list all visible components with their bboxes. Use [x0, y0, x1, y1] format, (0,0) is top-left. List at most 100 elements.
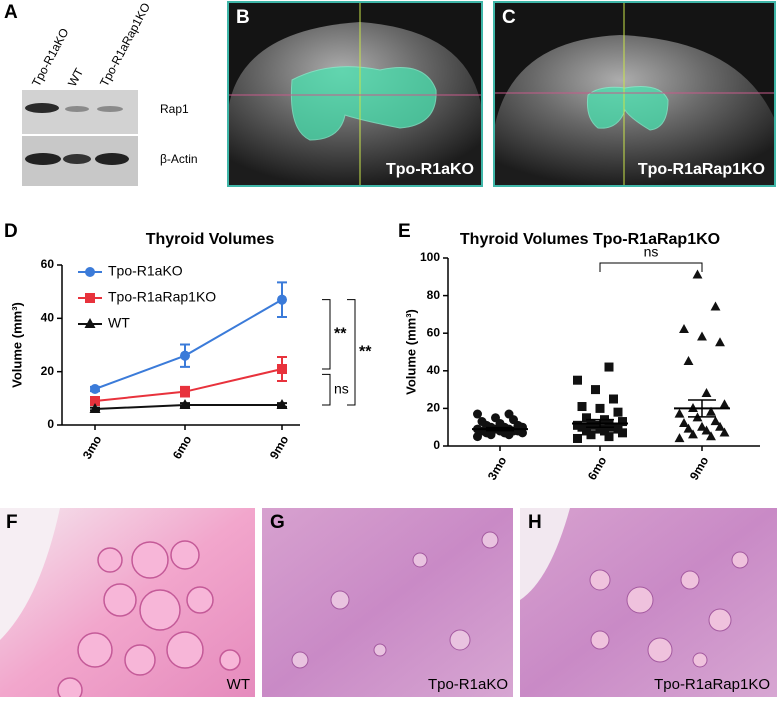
y-tick-label: 80 [427, 288, 441, 302]
image-caption: Tpo-R1aKO [428, 676, 508, 693]
marker [179, 399, 191, 409]
marker [710, 301, 721, 311]
marker [180, 386, 190, 397]
band [63, 154, 91, 164]
marker [692, 269, 703, 279]
legend-label: Tpo-R1aRap1KO [108, 289, 216, 305]
sem-bar [586, 418, 614, 428]
panel-label: A [4, 2, 18, 23]
band [25, 103, 59, 113]
marker [90, 384, 100, 394]
marker [276, 399, 288, 409]
chart-title: Thyroid Volumes Tpo-R1aRap1KO [460, 231, 720, 248]
band [95, 153, 129, 165]
significance-bracket [599, 262, 703, 272]
marker [277, 364, 287, 374]
histology-tissue [0, 508, 60, 640]
y-tick-label: 20 [41, 364, 55, 378]
marker [504, 409, 514, 419]
histology-tissue [520, 508, 570, 600]
marker [89, 403, 101, 413]
y-tick-label: 0 [47, 417, 54, 431]
frame [493, 1, 776, 187]
x-tick-label: 6mo [585, 454, 609, 482]
y-tick-label: 100 [420, 250, 440, 264]
band-label: β-Actin [160, 152, 198, 166]
y-axis-label: Volume (mm³) [9, 302, 24, 388]
panel-label: D [4, 221, 18, 242]
panel-label: B [236, 7, 250, 28]
marker [683, 423, 694, 433]
x-tick-label: 6mo [170, 433, 194, 461]
x-tick-label: 3mo [80, 433, 104, 461]
thyroid-mesh [290, 66, 437, 141]
panel-label: E [398, 221, 411, 242]
panel-label: C [502, 7, 516, 28]
chart-title: Thyroid Volumes [146, 231, 275, 248]
lane-label: WT [65, 65, 86, 89]
y-tick-label: 60 [427, 325, 441, 339]
band-label: Rap1 [160, 102, 189, 116]
marker [473, 409, 482, 419]
marker [674, 408, 685, 418]
marker [85, 267, 95, 277]
marker [573, 375, 582, 385]
y-axis-label: Volume (mm³) [403, 309, 418, 395]
y-tick-label: 60 [41, 257, 55, 271]
marker [477, 417, 487, 427]
sem-bar [688, 399, 716, 418]
y-tick-label: 40 [427, 363, 441, 377]
marker [591, 385, 600, 395]
image-caption: WT [227, 676, 250, 693]
thyroid-mesh [587, 86, 669, 131]
y-tick-label: 40 [41, 311, 55, 325]
marker [180, 350, 190, 361]
marker [573, 433, 582, 443]
band [65, 106, 89, 112]
image-caption: Tpo-R1aRap1KO [654, 676, 770, 693]
marker [613, 407, 623, 417]
legend-label: Tpo-R1aKO [108, 263, 183, 279]
marker [674, 433, 685, 443]
panel-label: H [528, 512, 542, 533]
marker [84, 318, 96, 328]
marker [604, 362, 614, 372]
sem-bar [486, 426, 514, 432]
marker [609, 394, 618, 404]
legend-label: WT [108, 315, 130, 331]
significance-bracket [322, 373, 331, 406]
marker [688, 429, 698, 439]
marker [582, 413, 591, 423]
marker [683, 356, 694, 365]
image-caption: Tpo-R1aKO [386, 161, 474, 178]
marker [577, 402, 587, 412]
y-tick-label: 20 [427, 401, 441, 415]
marker [618, 417, 627, 427]
x-tick-label: 3mo [485, 454, 509, 482]
lane-label: Tpo-R1aKO [29, 26, 71, 89]
follicles [57, 540, 241, 702]
marker [719, 399, 730, 409]
marker [277, 294, 287, 305]
histology-image [262, 508, 513, 697]
panel-label: G [270, 512, 285, 533]
marker [679, 324, 689, 334]
annotation: ** [334, 326, 347, 343]
panel-label: F [6, 512, 18, 533]
x-tick-label: 9mo [267, 433, 291, 461]
marker [595, 403, 605, 413]
marker [85, 293, 95, 303]
marker [701, 387, 712, 397]
annotation: ns [334, 380, 349, 396]
marker [491, 413, 500, 423]
marker [697, 421, 707, 431]
lane-label: Tpo-R1aRap1KO [97, 0, 153, 88]
marker [710, 416, 721, 426]
x-tick-label: 9mo [687, 454, 711, 482]
marker [719, 427, 730, 437]
marker [715, 337, 725, 347]
marker [697, 331, 707, 341]
marker [706, 406, 716, 416]
y-tick-label: 0 [433, 438, 440, 452]
